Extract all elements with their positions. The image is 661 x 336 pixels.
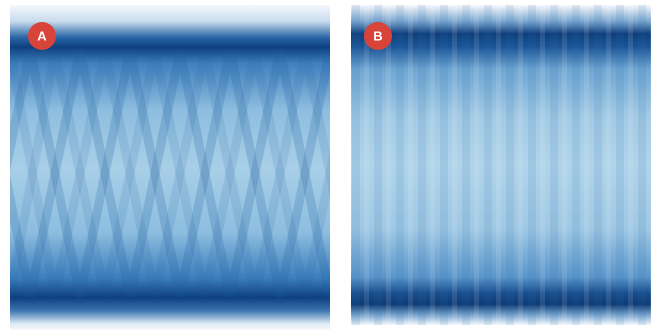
- heatmap: [10, 5, 330, 330]
- crossing-traces: [10, 49, 330, 298]
- vertical-texture: [351, 5, 651, 325]
- badge-label: B: [373, 29, 382, 44]
- badge: [364, 22, 392, 50]
- panel-a: A: [10, 5, 330, 330]
- badge-label: A: [37, 29, 47, 44]
- panel-b: B: [351, 5, 651, 325]
- badge: [28, 22, 56, 50]
